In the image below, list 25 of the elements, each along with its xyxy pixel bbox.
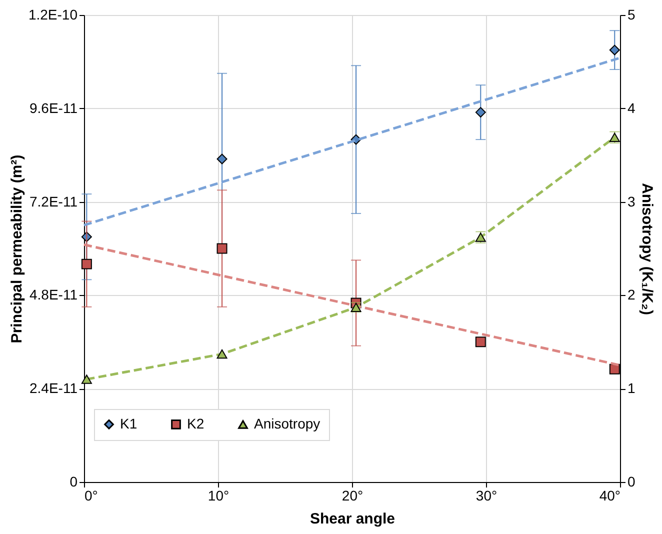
- x-tick-label: 0°: [84, 488, 98, 504]
- y2-tick-label: 5: [628, 6, 636, 22]
- y2-tick-label: 4: [628, 100, 636, 116]
- point: [216, 349, 228, 359]
- x-axis-title: Shear angle: [310, 510, 396, 528]
- x-tick-label: 10°: [208, 488, 230, 504]
- legend-label: K2: [187, 415, 204, 432]
- point: [81, 374, 92, 384]
- x-tick-label: 30°: [476, 488, 498, 504]
- y2-tick-label: 2: [628, 286, 636, 303]
- y-tick-label: 2.4E-11: [30, 380, 78, 396]
- legend-label: K1: [120, 415, 138, 432]
- y2-tick-label: 0: [628, 474, 636, 490]
- y-tick-label: 4.8E-11: [30, 286, 78, 303]
- y-tick-label: 9.6E-11: [30, 100, 78, 116]
- x-tick-label: 40°: [599, 488, 620, 504]
- y-tick-label: 7.2E-11: [30, 193, 78, 210]
- y2-tick-label: 1: [628, 380, 636, 396]
- y2-axis-title: Anisotropy (K₁/K₂): [638, 182, 656, 316]
- legend-label: Anisotropy: [254, 416, 320, 432]
- y2-tick-label: 3: [628, 193, 636, 210]
- y-axis-title: Principal permeability (m²): [8, 154, 26, 344]
- y-tick-label: 0: [70, 474, 78, 490]
- y-tick-label: 1.2E-10: [28, 6, 78, 22]
- x-tick-label: 20°: [342, 488, 364, 504]
